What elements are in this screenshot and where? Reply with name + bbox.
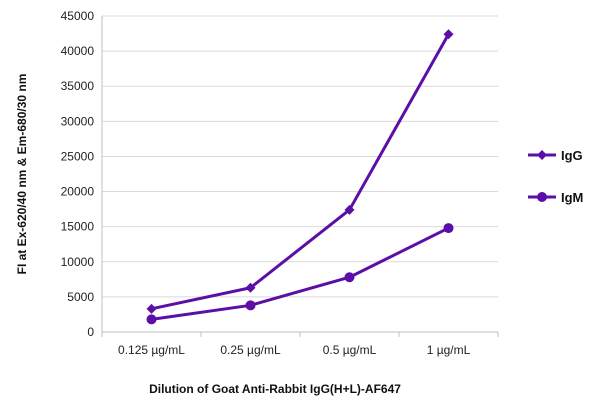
- x-tick-label: 0.5 µg/mL: [323, 343, 377, 357]
- x-axis-title: Dilution of Goat Anti-Rabbit IgG(H+L)-AF…: [149, 382, 401, 396]
- data-point: [344, 204, 355, 215]
- y-tick-label: 10000: [61, 255, 95, 269]
- legend-item-igm: IgM: [528, 190, 583, 205]
- series-line: [151, 33, 450, 311]
- y-tick-label: 25000: [61, 149, 95, 163]
- y-tick-label: 0: [87, 325, 94, 339]
- x-tick-labels: 0.125 µg/mL 0.25 µg/mL 0.5 µg/mL 1 µg/mL: [118, 343, 471, 357]
- legend-marker: [537, 192, 547, 202]
- axes: [101, 16, 499, 337]
- legend: IgG IgM: [528, 148, 583, 205]
- series-igm: [146, 223, 454, 325]
- data-point: [443, 29, 454, 40]
- gridlines: [102, 15, 498, 298]
- x-tick-label: 0.125 µg/mL: [118, 343, 185, 357]
- y-tick-label: 5000: [67, 290, 94, 304]
- series-line: [151, 226, 450, 321]
- y-tick-label: 35000: [61, 79, 95, 93]
- y-axis-title: FI at Ex-620/40 nm & Em-680/30 nm: [15, 74, 29, 275]
- data-point: [146, 314, 157, 325]
- legend-item-igg: IgG: [528, 148, 583, 163]
- data-point: [443, 223, 454, 234]
- y-tick-label: 15000: [61, 220, 95, 234]
- legend-marker: [537, 150, 547, 160]
- y-tick-label: 30000: [61, 114, 95, 128]
- legend-label: IgG: [561, 148, 583, 163]
- y-tick-label: 45000: [61, 9, 95, 23]
- data-point: [245, 300, 256, 311]
- data-point: [146, 303, 157, 314]
- y-tick-label: 20000: [61, 185, 95, 199]
- data-point: [245, 282, 256, 293]
- y-tick-labels: 0 5000 10000 15000 20000 25000 30000 35000 40000…: [61, 9, 95, 339]
- data-point: [344, 272, 355, 283]
- x-tick-label: 1 µg/mL: [427, 343, 471, 357]
- series: [146, 29, 454, 325]
- series-igg: [146, 29, 454, 314]
- y-tick-label: 40000: [61, 44, 95, 58]
- x-tick-label: 0.25 µg/mL: [220, 343, 281, 357]
- legend-label: IgM: [561, 190, 583, 205]
